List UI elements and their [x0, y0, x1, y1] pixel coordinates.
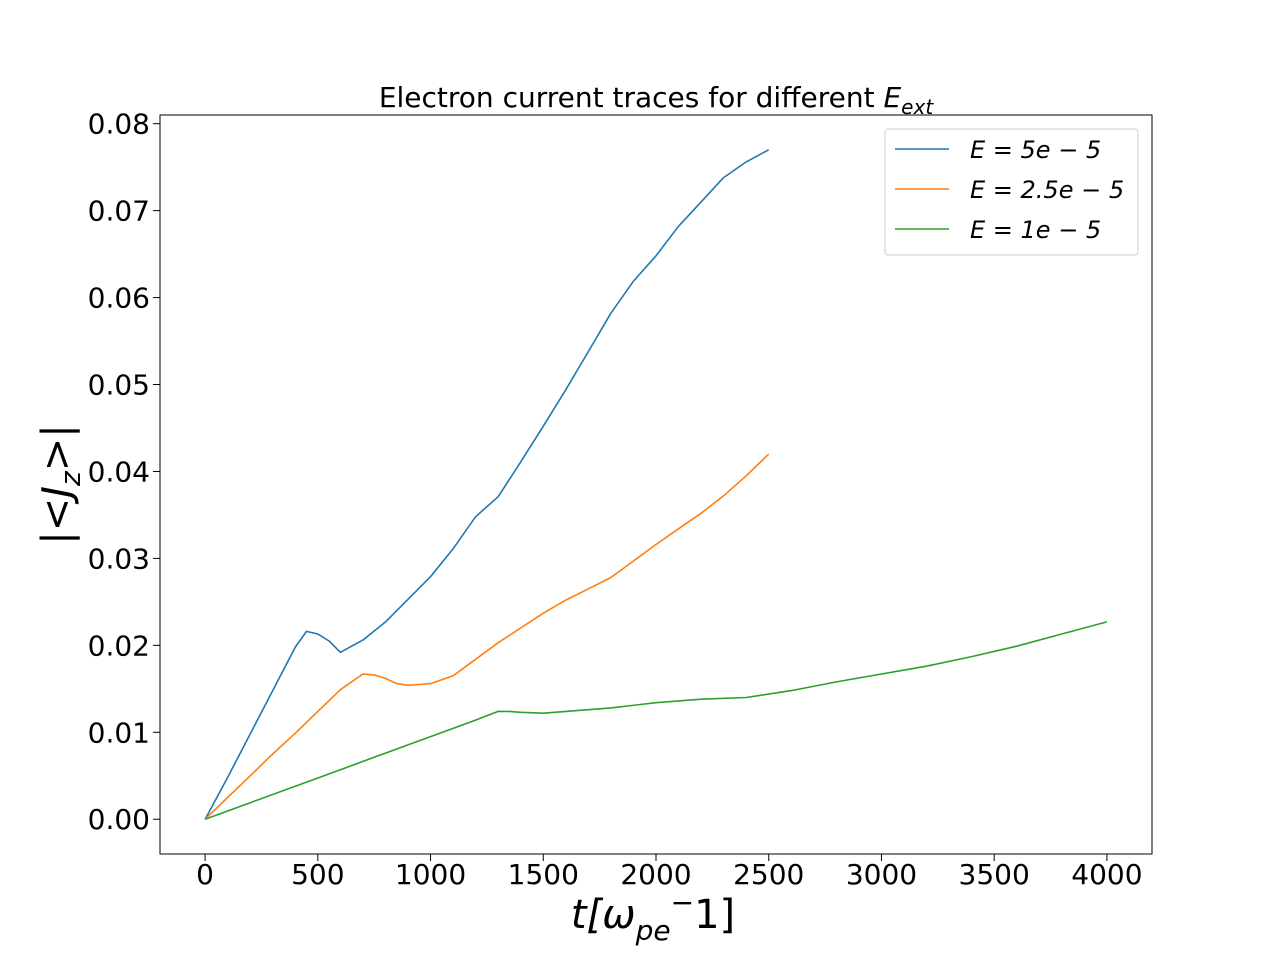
x-tick-label: 3500 — [959, 858, 1030, 891]
x-tick-label: 3000 — [846, 858, 917, 891]
y-tick-label: 0.04 — [88, 455, 150, 488]
chart-title: Electron current traces for different Ee… — [379, 81, 934, 119]
x-tick-label: 0 — [196, 858, 214, 891]
legend: E = 5e − 5 E = 2.5e − 5 E = 1e − 5 — [884, 128, 1139, 256]
x-tick-label: 1000 — [395, 858, 466, 891]
x-tick-label: 2500 — [733, 858, 804, 891]
legend-box — [884, 128, 1139, 256]
legend-label-1: E = 5e − 5 — [970, 136, 1101, 164]
y-tick-label: 0.06 — [88, 282, 150, 315]
series-line-2 — [204, 453, 770, 820]
y-tick-label: 0.07 — [88, 195, 150, 228]
series-line-3 — [204, 621, 1108, 820]
y-tick-label: 0.03 — [88, 542, 150, 575]
x-tick-label: 2000 — [620, 858, 691, 891]
legend-label-3: E = 1e − 5 — [970, 216, 1101, 244]
y-tick-label: 0.02 — [88, 629, 150, 662]
y-axis-ticks: 0.00 0.01 0.02 0.03 0.04 0.05 0.06 0.07 0.08 — [88, 108, 160, 836]
x-tick-label: 4000 — [1071, 858, 1142, 891]
y-tick-label: 0.08 — [88, 108, 150, 141]
y-tick-label: 0.00 — [88, 803, 150, 836]
y-tick-label: 0.05 — [88, 369, 150, 402]
series-line-1 — [204, 149, 770, 820]
y-tick-label: 0.01 — [88, 716, 150, 749]
y-axis-label: |<Jz>| — [34, 424, 87, 545]
x-axis-label: t[ωpe−1] — [571, 886, 735, 947]
legend-label-2: E = 2.5e − 5 — [970, 176, 1124, 204]
series-group — [204, 149, 1108, 820]
x-tick-label: 1500 — [508, 858, 579, 891]
x-tick-label: 500 — [291, 858, 344, 891]
x-axis-ticks: 0 500 1000 1500 2000 2500 3000 3500 4000 — [196, 854, 1143, 891]
